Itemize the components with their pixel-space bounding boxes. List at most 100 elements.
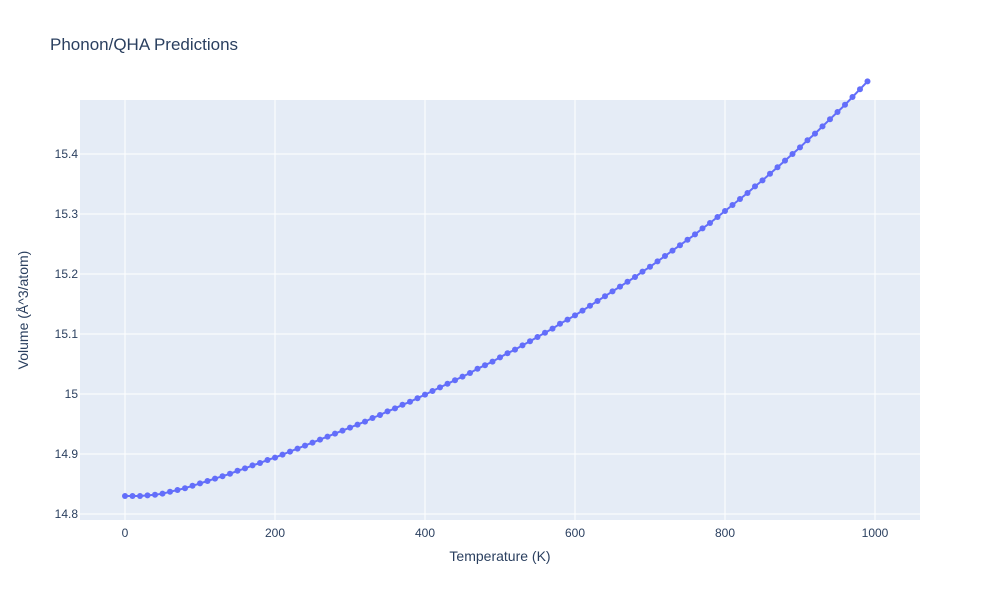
data-point[interactable] [309, 439, 316, 446]
data-point[interactable] [287, 448, 293, 455]
data-point[interactable] [857, 86, 863, 93]
data-point[interactable] [624, 278, 631, 285]
data-point[interactable] [152, 491, 158, 498]
data-point[interactable] [452, 377, 458, 384]
data-point[interactable] [497, 354, 503, 361]
data-point[interactable] [219, 473, 226, 480]
data-point[interactable] [482, 362, 488, 369]
data-point[interactable] [399, 401, 406, 408]
data-point[interactable] [264, 457, 271, 463]
data-point[interactable] [354, 421, 361, 428]
data-point[interactable] [542, 329, 548, 336]
data-point[interactable] [422, 391, 428, 398]
data-point[interactable] [684, 236, 691, 243]
data-point[interactable] [474, 365, 481, 372]
data-point[interactable] [414, 395, 421, 402]
data-point[interactable] [129, 493, 136, 499]
data-point[interactable] [677, 242, 683, 249]
data-point[interactable] [849, 94, 856, 100]
data-point[interactable] [722, 208, 728, 214]
data-point[interactable] [347, 424, 353, 431]
data-point[interactable] [519, 342, 526, 349]
data-point[interactable] [699, 225, 706, 232]
data-point[interactable] [782, 157, 788, 164]
data-point[interactable] [587, 302, 593, 309]
data-point[interactable] [392, 405, 398, 412]
data-point[interactable] [654, 258, 661, 265]
data-point[interactable] [564, 316, 571, 323]
data-point[interactable] [467, 370, 473, 376]
data-point[interactable] [122, 493, 128, 499]
data-point[interactable] [444, 380, 451, 387]
data-point[interactable] [549, 325, 556, 332]
data-point[interactable] [594, 298, 601, 304]
data-point[interactable] [789, 151, 796, 157]
data-point[interactable] [227, 470, 233, 477]
data-point[interactable] [362, 418, 368, 425]
data-point[interactable] [257, 460, 263, 466]
data-point[interactable] [369, 415, 376, 421]
data-point[interactable] [384, 408, 391, 415]
data-point[interactable] [279, 451, 286, 458]
data-point[interactable] [759, 177, 766, 184]
data-point[interactable] [459, 373, 466, 380]
data-point[interactable] [752, 183, 758, 190]
data-point[interactable] [182, 485, 188, 492]
data-point[interactable] [572, 312, 578, 319]
data-point[interactable] [437, 384, 443, 391]
data-point[interactable] [609, 288, 616, 295]
data-point[interactable] [174, 487, 181, 493]
data-point[interactable] [647, 263, 653, 270]
data-point[interactable] [812, 130, 818, 137]
data-point[interactable] [527, 338, 533, 345]
data-point[interactable] [249, 462, 256, 469]
data-point[interactable] [317, 436, 323, 443]
data-point[interactable] [272, 454, 278, 461]
data-point[interactable] [774, 164, 781, 171]
data-point[interactable] [557, 320, 563, 327]
data-point[interactable] [407, 398, 413, 405]
data-point[interactable] [512, 346, 518, 353]
data-point[interactable] [377, 412, 383, 418]
data-point[interactable] [212, 475, 218, 482]
data-point[interactable] [189, 482, 196, 489]
data-point[interactable] [827, 116, 833, 123]
data-point[interactable] [137, 493, 143, 499]
data-point[interactable] [617, 283, 623, 290]
data-point[interactable] [242, 465, 248, 472]
data-point[interactable] [737, 196, 743, 202]
data-point[interactable] [669, 247, 676, 254]
data-point[interactable] [714, 214, 721, 220]
data-point[interactable] [144, 492, 151, 499]
data-point[interactable] [489, 358, 496, 365]
data-point[interactable] [197, 480, 203, 487]
data-point[interactable] [707, 220, 713, 226]
data-point[interactable] [804, 137, 811, 144]
data-point[interactable] [729, 202, 736, 208]
data-point[interactable] [767, 170, 773, 177]
data-point[interactable] [204, 478, 211, 484]
data-point[interactable] [842, 101, 848, 108]
data-point[interactable] [864, 78, 871, 85]
data-point[interactable] [534, 334, 541, 340]
data-point[interactable] [294, 445, 301, 452]
data-point[interactable] [234, 467, 241, 474]
data-point[interactable] [602, 293, 608, 300]
data-point[interactable] [692, 231, 698, 238]
data-point[interactable] [339, 427, 346, 434]
data-point[interactable] [834, 109, 841, 115]
data-point[interactable] [302, 442, 308, 449]
data-point[interactable] [579, 307, 586, 314]
data-point[interactable] [639, 268, 646, 275]
data-point[interactable] [324, 433, 331, 440]
data-point[interactable] [504, 350, 511, 357]
data-point[interactable] [662, 253, 668, 259]
data-point[interactable] [167, 488, 173, 495]
data-point[interactable] [332, 430, 338, 437]
data-point[interactable] [797, 144, 803, 151]
data-point[interactable] [632, 274, 638, 280]
data-point[interactable] [159, 490, 166, 497]
data-point[interactable] [819, 123, 826, 130]
data-point[interactable] [429, 388, 436, 394]
data-point[interactable] [744, 190, 751, 196]
